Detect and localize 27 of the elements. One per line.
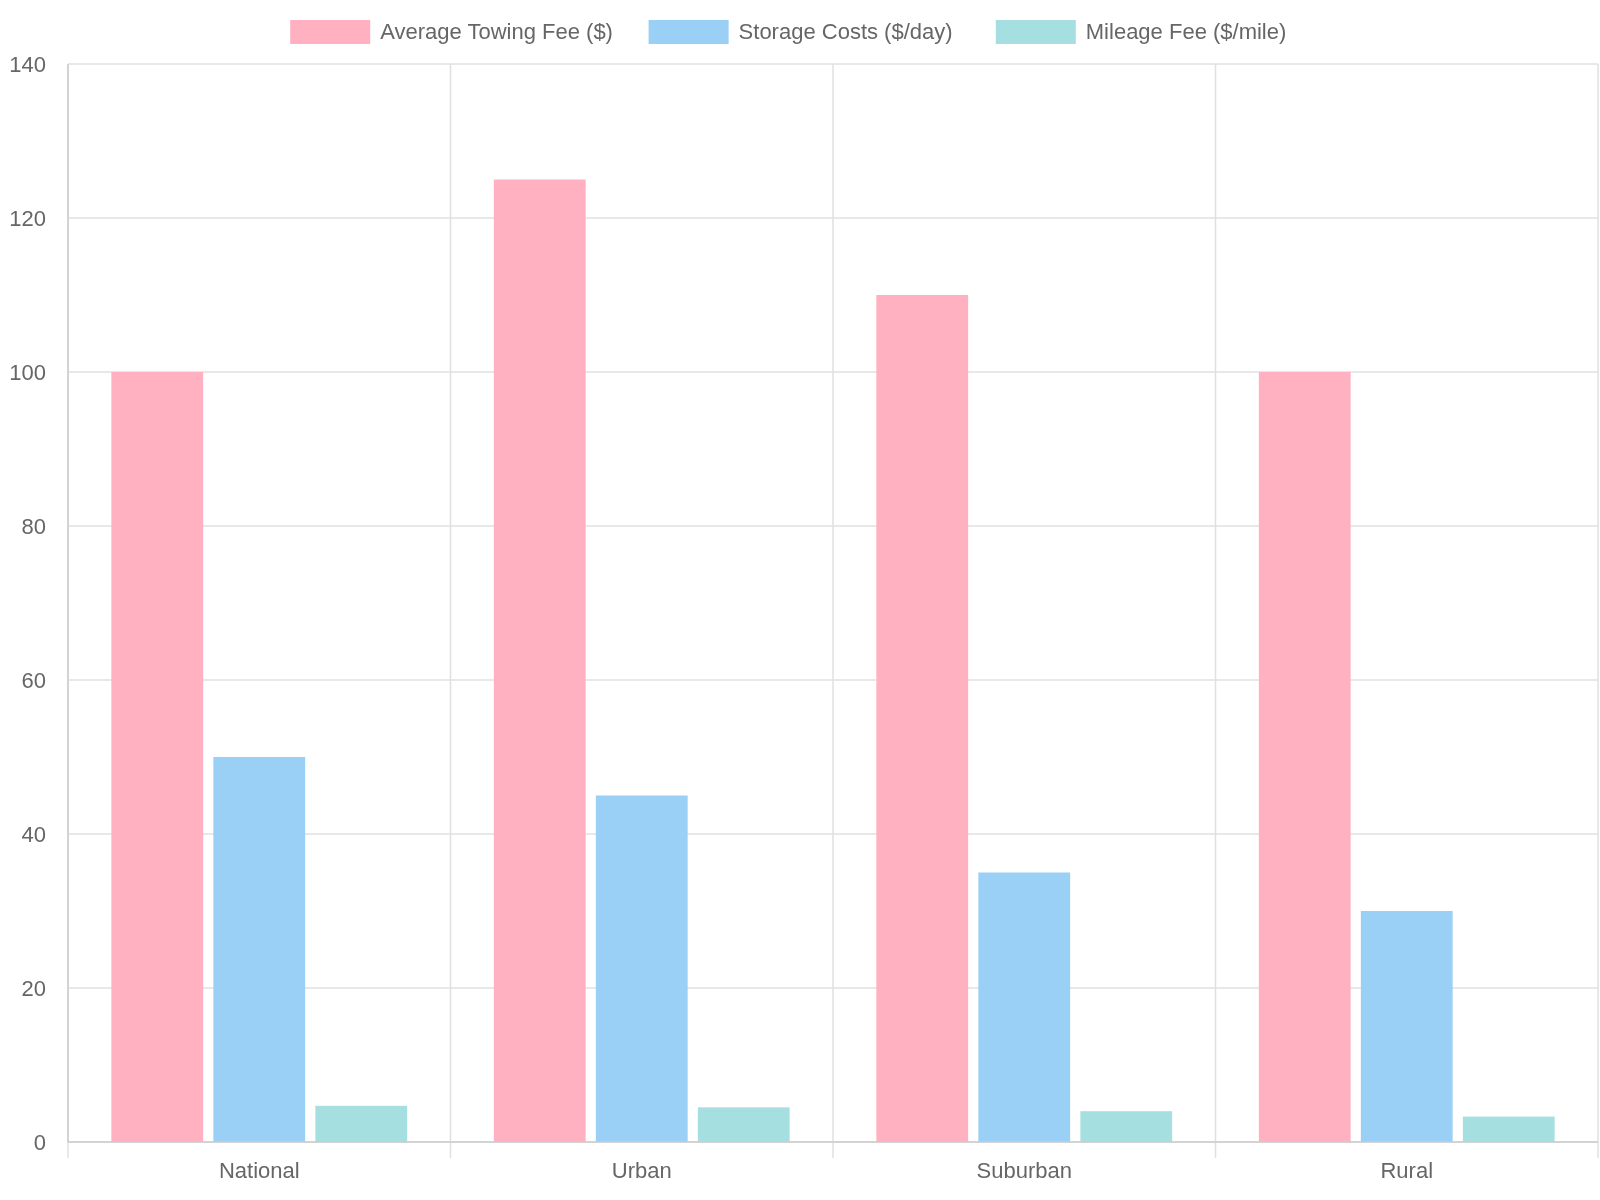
bar bbox=[697, 1107, 790, 1142]
x-tick-label: Urban bbox=[611, 1158, 672, 1183]
bar bbox=[1080, 1111, 1173, 1142]
bar bbox=[876, 295, 969, 1142]
bar bbox=[315, 1105, 408, 1142]
y-tick-label: 40 bbox=[21, 821, 46, 847]
legend-label: Mileage Fee ($/mile) bbox=[1085, 19, 1287, 44]
legend-label: Average Towing Fee ($) bbox=[380, 19, 613, 44]
bar bbox=[1462, 1116, 1555, 1142]
bar bbox=[493, 179, 586, 1142]
x-tick-label: National bbox=[218, 1158, 300, 1183]
bar bbox=[978, 872, 1071, 1142]
x-tick-label: Rural bbox=[1380, 1158, 1434, 1183]
y-tick-label: 120 bbox=[9, 205, 46, 231]
y-tick-label: 100 bbox=[9, 359, 46, 385]
bar bbox=[213, 757, 306, 1142]
legend-label: Storage Costs ($/day) bbox=[738, 19, 953, 44]
bar bbox=[1258, 372, 1351, 1142]
x-tick-label: Suburban bbox=[976, 1158, 1072, 1183]
y-tick-label: 140 bbox=[9, 51, 46, 77]
bar bbox=[595, 795, 688, 1142]
y-tick-label: 0 bbox=[33, 1129, 46, 1155]
y-tick-label: 20 bbox=[21, 975, 46, 1001]
bar bbox=[111, 372, 204, 1142]
y-tick-label: 80 bbox=[21, 513, 46, 539]
y-tick-label: 60 bbox=[21, 667, 46, 693]
bar bbox=[1360, 911, 1453, 1142]
